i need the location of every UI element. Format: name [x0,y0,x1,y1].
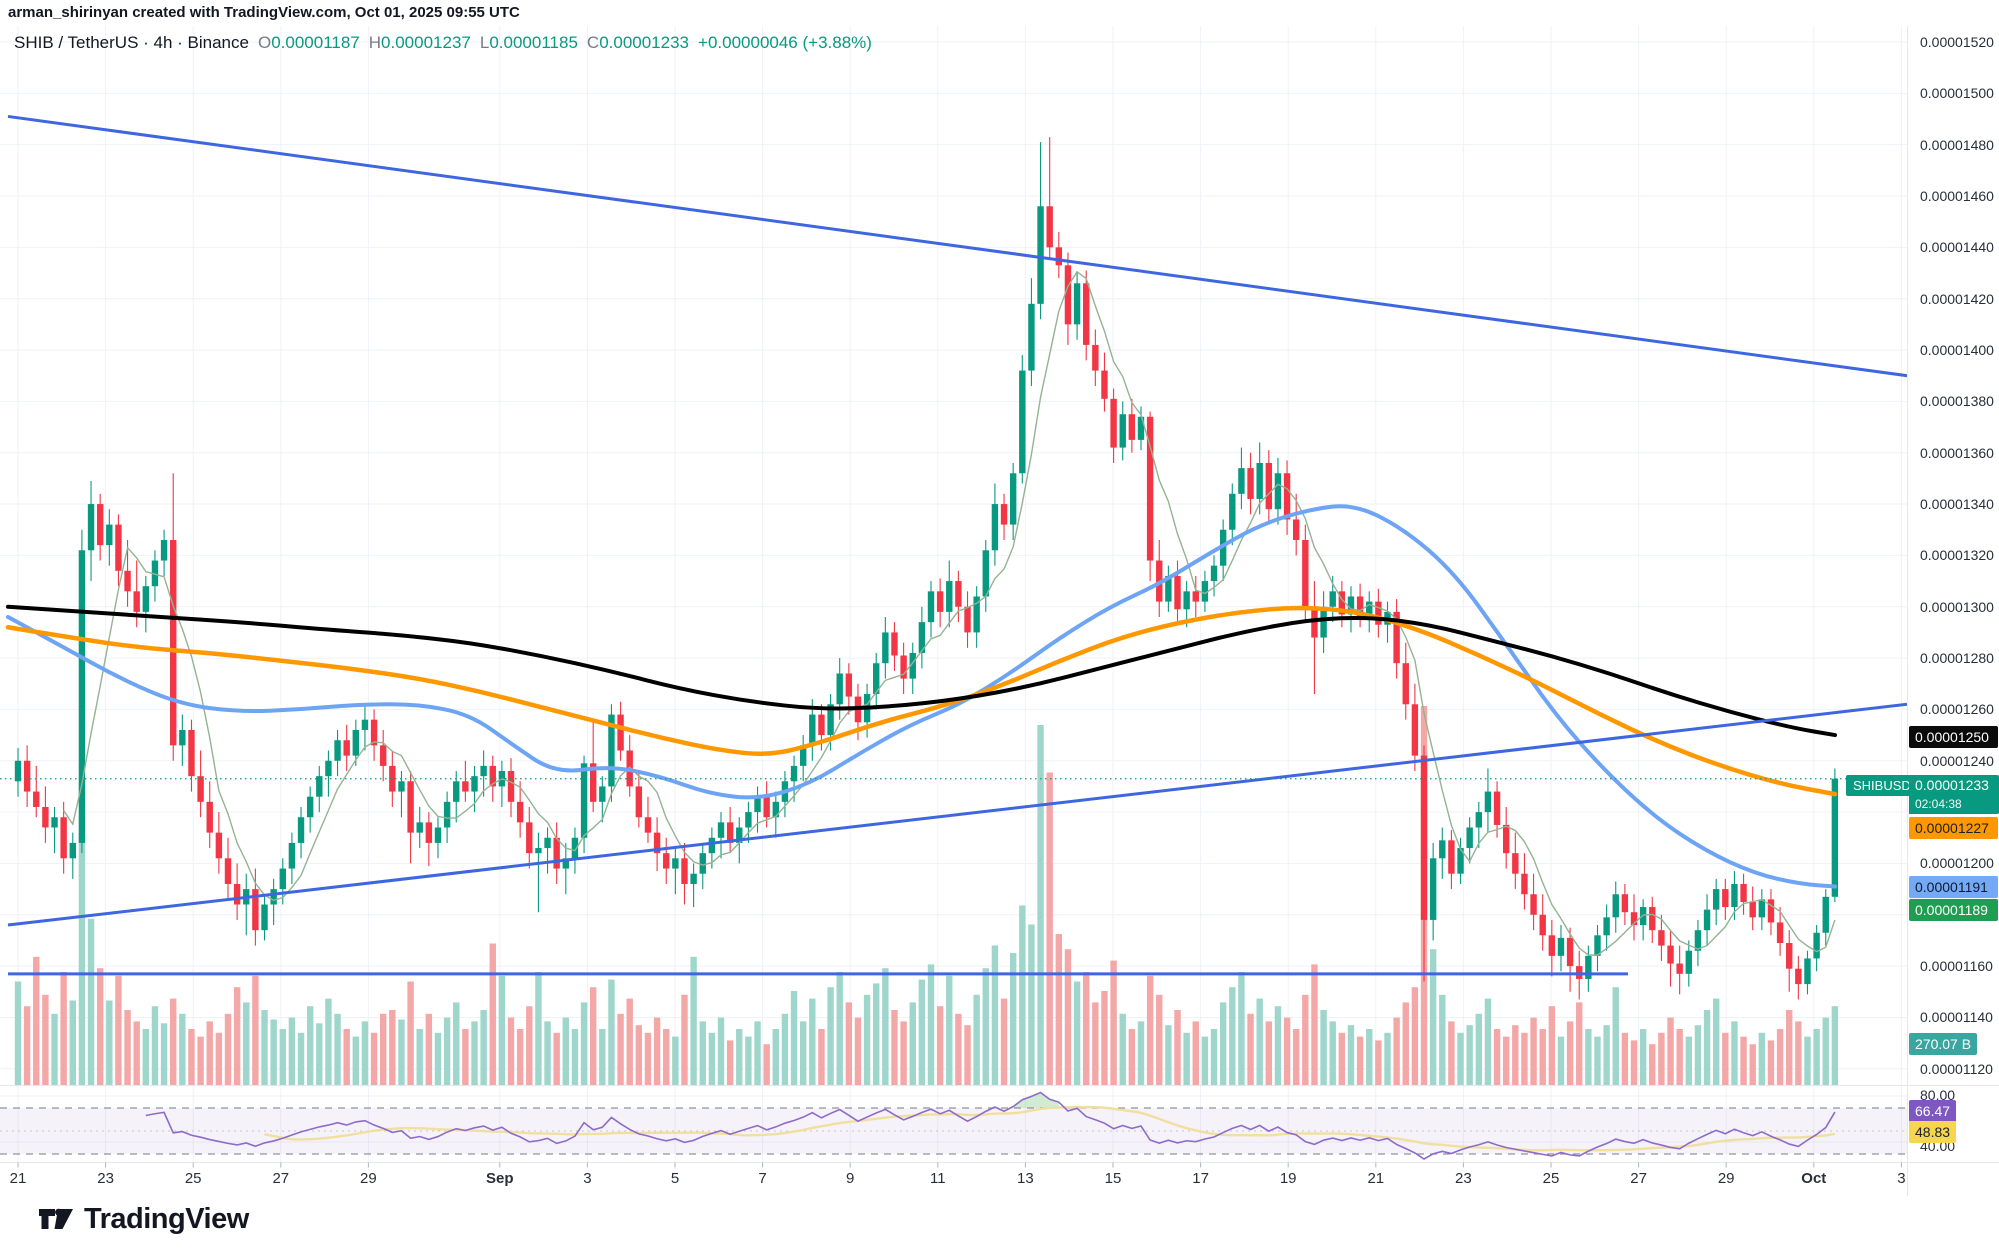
volume-tag: 270.07 B [1909,1033,1978,1055]
last-price-value: 0.00001233 [1915,777,1989,793]
price-axis-label: 0.00001460 [1920,188,1994,205]
ma-200-price-tag: 0.00001250 [1909,726,1998,748]
price-axis-label: 0.00001300 [1920,598,1994,615]
price-axis-label: 0.00001160 [1920,958,1993,975]
ma-100-price-tag: 0.00001227 [1909,817,1998,839]
time-axis-label: 21 [1367,1170,1385,1187]
change-value: +0.00000046 (+3.88%) [698,33,872,52]
price-axis-label: 0.00001320 [1920,547,1994,564]
symbol-price-chip: SHIBUSDT [1846,775,1926,796]
time-axis-label: 15 [1104,1170,1122,1187]
time-axis-label: 21 [9,1170,27,1187]
time-axis-label: 27 [1630,1170,1647,1187]
symbol-title: SHIB / TetherUS · 4h · Binance [14,33,249,52]
time-axis-label: 9 [846,1170,855,1187]
time-axis-label: Oct [1801,1170,1827,1187]
time-axis-label: 19 [1279,1170,1297,1187]
price-axis-label: 0.00001340 [1920,496,1994,513]
symbol-legend: SHIB / TetherUS · 4h · Binance O0.0000118… [14,33,872,53]
rsi-value-tag: 66.47 [1909,1100,1957,1122]
ma-50-price-tag: 0.00001191 [1909,876,1998,898]
price-axis-label: 0.00001520 [1920,34,1994,50]
price-axis-label: 0.00001380 [1920,393,1994,410]
time-axis-label: 17 [1192,1170,1209,1187]
low-label: L [479,33,490,52]
price-axis-label: 0.00001200 [1920,855,1994,872]
price-axis-label: 0.00001240 [1920,752,1994,769]
ma-fast-price-tag: 0.00001189 [1909,899,1998,921]
time-axis-label: 25 [184,1170,202,1187]
high-value: 0.00001237 [381,33,471,52]
open-value: 0.00001187 [271,33,360,52]
time-axis-label: 3 [1897,1170,1906,1187]
price-axis-label: 80.00 [1920,1087,1956,1103]
price-axis-label: 0.00001140 [1920,1009,1993,1026]
price-axis-label: 0.00001500 [1920,85,1994,102]
time-axis-label: 23 [1455,1170,1472,1187]
price-axis-label: 0.00001400 [1920,342,1994,359]
time-axis-label: 7 [758,1170,767,1187]
tradingview-logo-text: TradingView [84,1202,249,1235]
last-price-tag: 0.00001233 02:04:38 [1909,775,1999,814]
close-value: 0.00001233 [599,33,690,52]
price-axis-label: 0.00001280 [1920,650,1994,667]
price-axis-label: 0.00001480 [1920,136,1994,153]
time-axis-label: Sep [486,1170,514,1187]
tradingview-logo[interactable]: TradingView [38,1202,249,1236]
time-axis-label: 27 [272,1170,290,1187]
time-axis-label: 3 [583,1170,592,1187]
open-label: O [257,33,272,52]
time-axis-label: 29 [360,1170,377,1187]
time-axis-label: 29 [1717,1170,1735,1187]
attribution-text: arman_shirinyan created with TradingView… [8,4,520,21]
time-axis-label: 13 [1017,1170,1034,1187]
close-label: C [586,33,600,52]
time-axis-label: 25 [1542,1170,1560,1187]
price-axis-label: 0.00001260 [1920,701,1994,718]
bar-countdown: 02:04:38 [1915,797,1962,811]
time-axis-label: 23 [97,1170,114,1187]
price-axis-label: 0.00001420 [1920,290,1994,307]
high-label: H [368,33,382,52]
price-axis-label: 0.00001120 [1920,1060,1993,1077]
time-axis-label: 11 [930,1170,946,1187]
price-axis-label: 0.00001440 [1920,239,1994,256]
price-axis-label: 0.00001360 [1920,444,1994,461]
rsi-ma-value-tag: 48.83 [1909,1121,1957,1143]
tradingview-logo-icon [39,1208,73,1229]
low-value: 0.00001185 [489,33,578,52]
time-axis-label: 5 [670,1170,680,1187]
